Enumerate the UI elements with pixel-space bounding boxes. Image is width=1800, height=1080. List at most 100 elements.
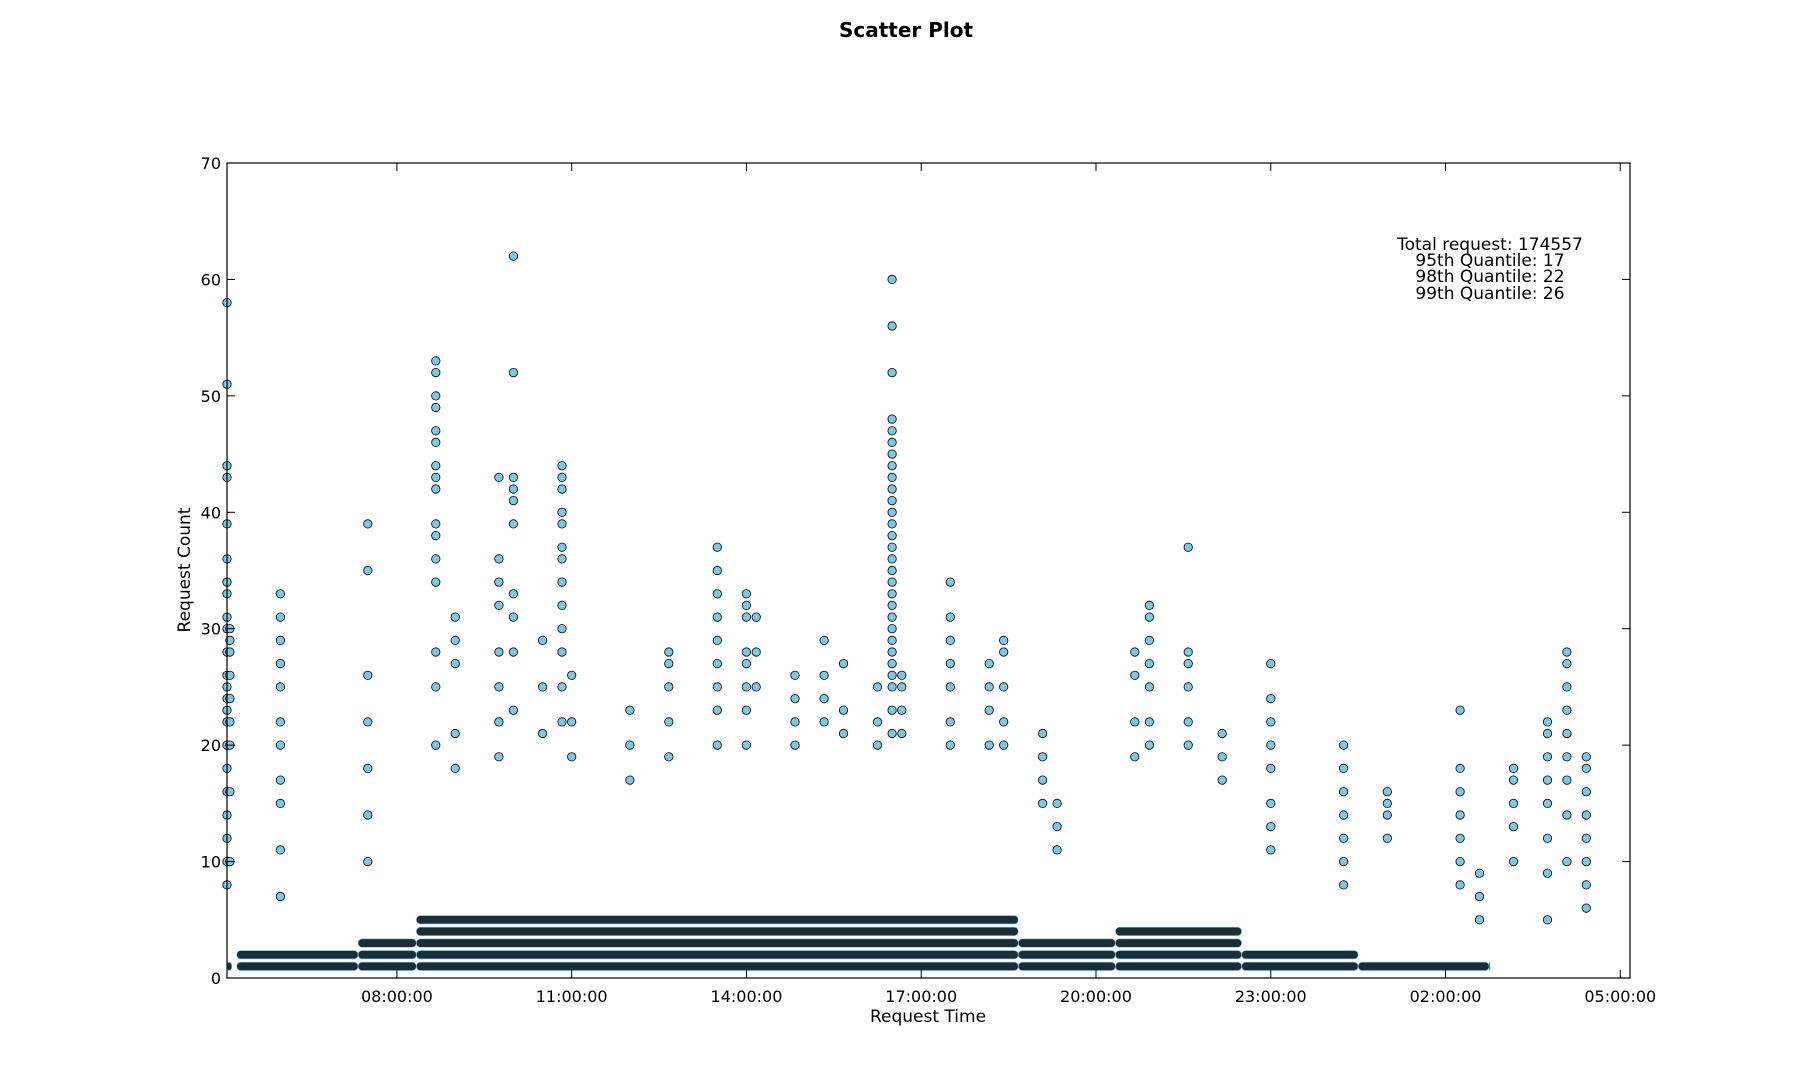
data-point <box>1542 775 1553 785</box>
data-point <box>431 391 441 401</box>
data-point-cluster <box>416 950 1019 960</box>
data-point <box>275 717 285 727</box>
data-point <box>1144 612 1155 622</box>
y-tick-label: 20 <box>201 736 221 755</box>
data-point-cluster <box>1115 961 1242 971</box>
data-point <box>450 612 460 622</box>
data-point <box>664 682 674 692</box>
data-point <box>887 321 897 331</box>
data-point <box>1508 798 1519 809</box>
data-point <box>1144 600 1155 611</box>
data-point <box>751 612 761 622</box>
data-point <box>1038 728 1048 739</box>
data-point <box>557 484 567 494</box>
data-point-cluster <box>236 950 359 960</box>
data-point <box>1382 787 1392 797</box>
data-point <box>887 484 897 494</box>
x-tick-label: 20:00:00 <box>1060 987 1132 1006</box>
data-point <box>1382 833 1392 843</box>
data-point-cluster <box>1115 926 1242 936</box>
data-point <box>999 740 1009 750</box>
data-point <box>1562 705 1572 715</box>
data-point <box>887 658 897 669</box>
data-point <box>1474 891 1485 902</box>
data-point <box>275 845 285 855</box>
y-tick-label: 40 <box>201 503 221 522</box>
data-point <box>1266 740 1276 750</box>
data-point <box>1542 868 1553 878</box>
data-point <box>712 612 722 622</box>
data-point <box>741 647 752 657</box>
data-point <box>664 658 674 669</box>
data-point <box>712 740 722 750</box>
data-point <box>1183 658 1193 669</box>
data-point <box>431 472 441 482</box>
data-point <box>1562 682 1572 692</box>
x-axis: 08:00:00 11:00:00 14:00:00 17:00:00 20:00:00… <box>361 163 1656 1006</box>
data-point <box>887 670 897 680</box>
data-point <box>494 647 504 657</box>
data-point <box>887 635 897 646</box>
x-tick-label: 05:00:00 <box>1584 987 1656 1006</box>
data-point <box>1562 647 1572 657</box>
data-point <box>1144 635 1155 646</box>
plot-area <box>222 162 1631 979</box>
x-tick-label: 02:00:00 <box>1410 987 1482 1006</box>
data-point <box>1339 740 1349 750</box>
data-point <box>557 717 567 727</box>
data-point <box>741 740 752 750</box>
data-point <box>275 589 285 599</box>
data-point <box>887 274 897 284</box>
x-tick-label: 17:00:00 <box>885 987 957 1006</box>
data-point <box>790 740 800 750</box>
data-point <box>819 693 829 704</box>
data-point <box>1266 717 1276 727</box>
data-point <box>1542 752 1553 762</box>
data-point <box>664 752 674 762</box>
data-point <box>1508 856 1519 867</box>
data-point <box>887 542 897 552</box>
data-point <box>751 682 761 692</box>
y-tick-label: 10 <box>201 853 221 872</box>
data-point <box>494 752 504 762</box>
data-point <box>945 577 955 587</box>
data-point <box>712 682 722 692</box>
data-point <box>1266 763 1276 774</box>
annotation-line-q95: 95th Quantile: 17 <box>1415 251 1564 271</box>
data-point <box>741 612 752 622</box>
data-point <box>999 647 1009 657</box>
data-point <box>275 891 285 902</box>
data-point <box>887 612 897 622</box>
data-point <box>1144 717 1155 727</box>
data-point <box>945 658 955 669</box>
data-point <box>790 670 800 680</box>
data-point <box>1144 682 1155 692</box>
data-point <box>431 402 441 413</box>
data-point <box>984 658 994 669</box>
data-point <box>225 647 235 657</box>
data-point <box>557 542 567 552</box>
data-point <box>225 717 235 727</box>
data-point <box>450 763 460 774</box>
data-point <box>431 519 441 529</box>
data-point <box>275 658 285 669</box>
data-point <box>1339 856 1349 867</box>
data-point <box>945 740 955 750</box>
data-point <box>945 612 955 622</box>
data-point <box>275 635 285 646</box>
data-point <box>819 717 829 727</box>
data-point <box>557 507 567 517</box>
data-point <box>1266 658 1276 669</box>
data-point <box>887 682 897 692</box>
data-point <box>1130 717 1140 727</box>
data-point <box>999 717 1009 727</box>
data-point <box>887 414 897 424</box>
data-point <box>431 484 441 494</box>
data-point <box>1581 787 1591 797</box>
data-point <box>664 647 674 657</box>
data-point <box>819 670 829 680</box>
data-point <box>275 775 285 785</box>
data-point <box>625 705 635 715</box>
annotation-line-total: Total request: 174557 <box>1396 235 1583 255</box>
data-point-cluster <box>1115 938 1242 948</box>
